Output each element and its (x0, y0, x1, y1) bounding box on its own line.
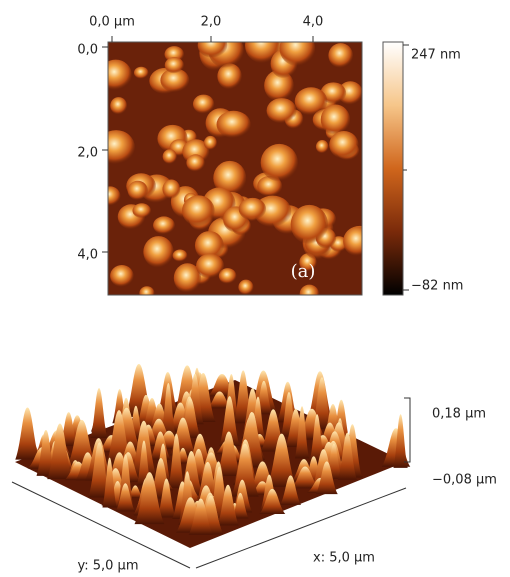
x-tick-label: 0,0 µm (89, 15, 135, 30)
grain (279, 31, 315, 67)
grain (143, 236, 173, 268)
grain (329, 131, 358, 159)
grain (163, 149, 177, 164)
x-tick-label: 2,0 (201, 15, 222, 30)
grain (100, 60, 132, 90)
grain (97, 130, 134, 164)
grain (316, 140, 329, 153)
grain (321, 105, 350, 135)
panel-label: (a) (291, 261, 316, 282)
figure: 0,0 µm 2,0 4,0 0,0 2,0 4,0 (a) 247 nm −8… (0, 0, 510, 577)
grain (196, 254, 224, 279)
grain (267, 98, 297, 123)
grain (132, 203, 151, 218)
grain (139, 286, 154, 300)
y-tick-label: 4,0 (77, 248, 98, 263)
grain (217, 111, 251, 138)
colorbar-min: −82 nm (411, 279, 463, 294)
grain (193, 95, 214, 114)
grain (343, 227, 371, 256)
grain (291, 205, 328, 244)
x-tick-label: 4,0 (303, 15, 324, 30)
grain (328, 43, 353, 68)
grain (162, 179, 180, 198)
grain (198, 33, 228, 58)
y-tick-label: 0,0 (77, 43, 98, 58)
grain (182, 195, 215, 226)
grain (238, 280, 253, 295)
grain (128, 181, 148, 201)
grain (165, 57, 184, 73)
grain (295, 87, 328, 115)
z-max-label: 0,18 µm (432, 407, 486, 422)
y-tick-label: 2,0 (77, 146, 98, 161)
colorbar-max: 247 nm (411, 48, 461, 63)
peak (91, 388, 108, 438)
grain (239, 198, 266, 221)
grain (173, 250, 188, 262)
grain (153, 216, 175, 234)
grain (110, 97, 127, 114)
y-axis-label: y: 5,0 µm (77, 559, 138, 574)
colorbar (383, 42, 403, 295)
grain (110, 265, 134, 287)
grain (300, 285, 319, 303)
grain (186, 154, 204, 171)
grain (100, 186, 121, 205)
x-axis-label: x: 5,0 µm (313, 551, 375, 566)
peak (15, 407, 39, 459)
grain (261, 144, 298, 181)
z-min-label: −0,08 µm (432, 473, 497, 488)
grain (204, 136, 217, 150)
grain (134, 67, 149, 79)
